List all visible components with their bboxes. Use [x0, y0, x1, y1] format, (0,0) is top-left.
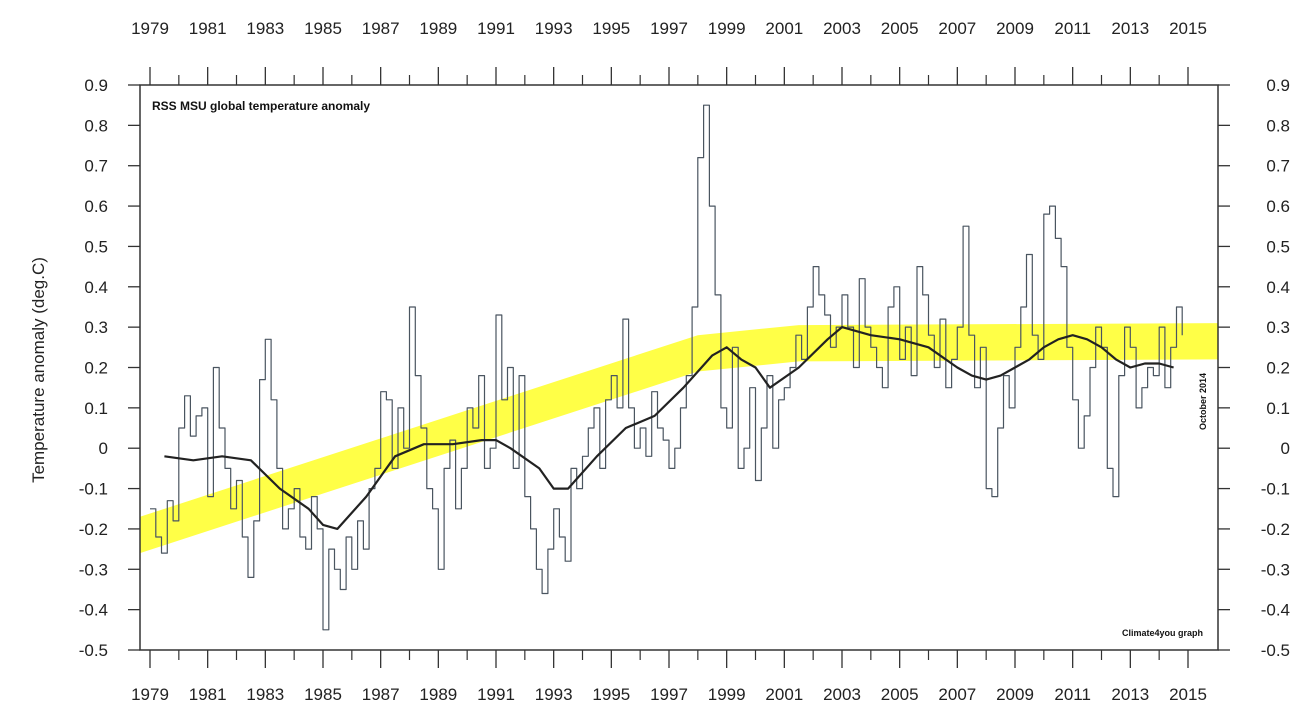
x-tick-label-top: 1981 — [189, 19, 227, 38]
x-tick-label-top: 1993 — [535, 19, 573, 38]
credit-label: Climate4you graph — [1122, 628, 1203, 638]
series-layer — [150, 104, 1183, 631]
x-tick-label-top: 1999 — [708, 19, 746, 38]
y-tick-label-left: -0.3 — [79, 560, 108, 579]
y-tick-label-right: 0.1 — [1266, 399, 1290, 418]
x-tick-label-bottom: 2011 — [1054, 685, 1091, 704]
x-tick-label-bottom: 2007 — [938, 685, 976, 704]
y-tick-label-right: 0.3 — [1266, 318, 1290, 337]
y-tick-label-left: 0 — [99, 439, 108, 458]
y-tick-label-right: -0.3 — [1261, 560, 1290, 579]
y-tick-label-right: 0.6 — [1266, 197, 1290, 216]
y-tick-label-right: 0.7 — [1266, 157, 1290, 176]
y-tick-label-right: -0.5 — [1261, 641, 1290, 660]
y-tick-label-left: -0.2 — [79, 520, 108, 539]
x-tick-label-bottom: 2001 — [765, 685, 803, 704]
y-tick-label-left: -0.5 — [79, 641, 108, 660]
x-tick-label-bottom: 1981 — [189, 685, 227, 704]
x-tick-label-top: 2003 — [823, 19, 861, 38]
x-tick-label-top: 1979 — [131, 19, 169, 38]
y-tick-label-left: 0.5 — [84, 237, 108, 256]
y-tick-label-left: 0.8 — [84, 116, 108, 135]
x-tick-label-bottom: 1985 — [304, 685, 342, 704]
y-tick-label-right: 0.4 — [1266, 278, 1290, 297]
x-tick-label-top: 2015 — [1169, 19, 1207, 38]
monthly-anomaly-line — [150, 104, 1183, 631]
y-tick-label-left: 0.7 — [84, 157, 108, 176]
x-tick-label-top: 1989 — [419, 19, 457, 38]
y-tick-label-left: 0.9 — [84, 76, 108, 95]
y-tick-label-right: -0.1 — [1261, 480, 1290, 499]
tick-layer: 1979 1979 1981 1981 1983 1983 1985 1985 1987 1987… — [79, 19, 1290, 704]
x-tick-label-bottom: 1983 — [246, 685, 284, 704]
x-tick-label-top: 1985 — [304, 19, 342, 38]
y-tick-label-left: 0.1 — [84, 399, 108, 418]
y-tick-label-left: -0.4 — [79, 601, 108, 620]
x-tick-label-bottom: 1989 — [419, 685, 457, 704]
trend-band-layer — [140, 323, 1218, 554]
x-tick-label-top: 2013 — [1111, 19, 1149, 38]
x-tick-label-bottom: 1999 — [708, 685, 746, 704]
x-tick-label-bottom: 1987 — [362, 685, 400, 704]
x-tick-label-top: 2005 — [881, 19, 919, 38]
y-tick-label-right: 0.8 — [1266, 116, 1290, 135]
x-tick-label-bottom: 1979 — [131, 685, 169, 704]
y-tick-label-right: 0.9 — [1266, 76, 1290, 95]
x-tick-label-bottom: 2015 — [1169, 685, 1207, 704]
x-tick-label-bottom: 1991 — [477, 685, 515, 704]
x-tick-label-top: 2011 — [1054, 19, 1091, 38]
x-tick-label-bottom: 1993 — [535, 685, 573, 704]
y-tick-label-right: 0.2 — [1266, 359, 1290, 378]
x-tick-label-top: 1997 — [650, 19, 688, 38]
y-tick-label-left: 0.2 — [84, 359, 108, 378]
chart-title: RSS MSU global temperature anomaly — [152, 99, 370, 113]
y-tick-label-right: 0.5 — [1266, 237, 1290, 256]
y-tick-label-right: 0 — [1281, 439, 1290, 458]
date-note: October 2014 — [1198, 373, 1208, 430]
y-tick-label-right: -0.4 — [1261, 601, 1290, 620]
x-tick-label-bottom: 2005 — [881, 685, 919, 704]
y-tick-label-left: 0.4 — [84, 278, 108, 297]
x-tick-label-bottom: 2003 — [823, 685, 861, 704]
y-axis-label: Temperature anomaly (deg.C) — [29, 257, 48, 483]
x-tick-label-top: 1983 — [246, 19, 284, 38]
x-tick-label-top: 2001 — [765, 19, 803, 38]
x-tick-label-top: 2007 — [938, 19, 976, 38]
x-tick-label-top: 1987 — [362, 19, 400, 38]
x-tick-label-top: 1995 — [592, 19, 630, 38]
x-tick-label-bottom: 2013 — [1111, 685, 1149, 704]
y-tick-label-right: -0.2 — [1261, 520, 1290, 539]
x-tick-label-top: 2009 — [996, 19, 1034, 38]
x-tick-label-bottom: 2009 — [996, 685, 1034, 704]
y-tick-label-left: 0.3 — [84, 318, 108, 337]
x-tick-label-bottom: 1997 — [650, 685, 688, 704]
running-mean-line — [164, 326, 1174, 530]
x-tick-label-top: 1991 — [477, 19, 515, 38]
x-tick-label-bottom: 1995 — [592, 685, 630, 704]
trend-band — [140, 323, 1218, 554]
y-tick-label-left: -0.1 — [79, 480, 108, 499]
y-tick-label-left: 0.6 — [84, 197, 108, 216]
